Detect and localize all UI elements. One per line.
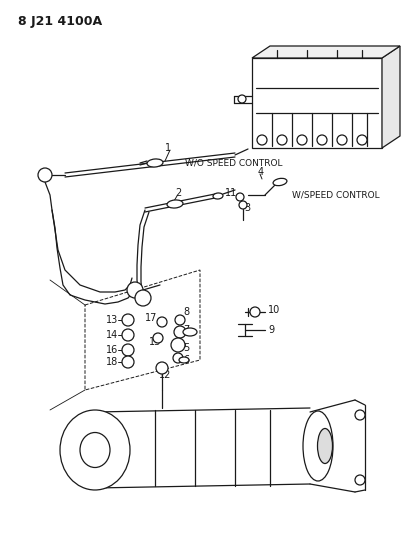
Text: 6: 6	[183, 355, 189, 365]
Circle shape	[297, 135, 307, 145]
Text: 13: 13	[106, 315, 118, 325]
Text: 2: 2	[175, 188, 181, 198]
Circle shape	[156, 362, 168, 374]
Circle shape	[317, 135, 327, 145]
Text: W/SPEED CONTROL: W/SPEED CONTROL	[292, 190, 380, 199]
Polygon shape	[252, 46, 400, 58]
Circle shape	[122, 314, 134, 326]
Ellipse shape	[167, 200, 183, 208]
Ellipse shape	[147, 159, 163, 167]
Text: 8: 8	[183, 307, 189, 317]
Circle shape	[357, 135, 367, 145]
Text: 5: 5	[183, 343, 189, 353]
Circle shape	[355, 410, 365, 420]
Circle shape	[175, 315, 185, 325]
Ellipse shape	[303, 411, 333, 481]
Circle shape	[337, 135, 347, 145]
Circle shape	[153, 333, 163, 343]
Text: 7: 7	[183, 325, 189, 335]
Circle shape	[257, 135, 267, 145]
Circle shape	[174, 326, 186, 338]
Circle shape	[127, 282, 143, 298]
Text: 14: 14	[106, 330, 118, 340]
Ellipse shape	[80, 432, 110, 467]
Circle shape	[122, 356, 134, 368]
Ellipse shape	[273, 179, 287, 185]
Circle shape	[236, 193, 244, 201]
Circle shape	[38, 168, 52, 182]
Ellipse shape	[317, 429, 333, 464]
Text: 1: 1	[165, 143, 171, 153]
Text: 16: 16	[106, 345, 118, 355]
Ellipse shape	[60, 410, 130, 490]
Text: 3: 3	[244, 203, 250, 213]
Ellipse shape	[179, 357, 189, 363]
Text: 17: 17	[145, 313, 158, 323]
Circle shape	[171, 338, 185, 352]
Text: 10: 10	[268, 305, 280, 315]
Circle shape	[277, 135, 287, 145]
Circle shape	[122, 329, 134, 341]
Ellipse shape	[213, 193, 223, 199]
Text: 12: 12	[159, 370, 171, 380]
Circle shape	[355, 475, 365, 485]
Text: 9: 9	[268, 325, 274, 335]
Circle shape	[157, 317, 167, 327]
Text: 15: 15	[149, 337, 161, 347]
Circle shape	[135, 290, 151, 306]
Circle shape	[122, 344, 134, 356]
Ellipse shape	[183, 328, 197, 336]
Circle shape	[173, 353, 183, 363]
Circle shape	[250, 307, 260, 317]
Polygon shape	[382, 46, 400, 148]
Text: 11: 11	[225, 188, 237, 198]
Text: 8 J21 4100A: 8 J21 4100A	[18, 15, 102, 28]
Text: 4: 4	[258, 167, 264, 177]
Text: 18: 18	[106, 357, 118, 367]
Text: W/O SPEED CONTROL: W/O SPEED CONTROL	[185, 158, 282, 167]
Circle shape	[239, 201, 247, 209]
Bar	[252, 58, 382, 148]
Circle shape	[238, 95, 246, 103]
